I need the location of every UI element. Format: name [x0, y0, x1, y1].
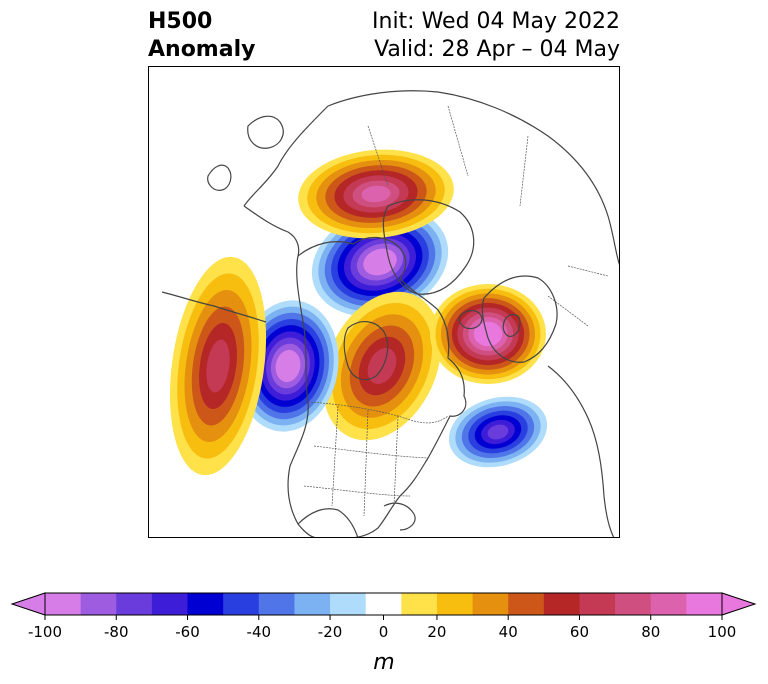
title-line-2: Anomaly	[148, 37, 256, 62]
colorbar-boxes	[10, 592, 757, 616]
colorbar-tick-label: 0	[379, 623, 389, 641]
colorbar-box	[187, 593, 224, 615]
colorbar-box	[508, 593, 545, 615]
coastline-greenland	[382, 199, 475, 295]
colorbar-box	[686, 593, 723, 615]
colorbar-box	[472, 593, 509, 615]
coastline-japan	[207, 164, 232, 191]
colorbar-box	[151, 593, 189, 615]
border-us-states-5	[303, 485, 411, 497]
map-subtitle: Init: Wed 04 May 2022 Valid: 28 Apr – 04…	[372, 8, 620, 64]
coastline-east-asia	[243, 105, 329, 207]
colorbar-box	[436, 593, 474, 615]
anomaly-contour-band	[206, 339, 230, 393]
border-us-canada	[307, 401, 449, 424]
border-europe-2	[567, 265, 609, 277]
coastline-asia	[327, 90, 620, 267]
colorbar-tick-label: 60	[570, 623, 589, 641]
border-us-states-1	[331, 405, 339, 507]
colorbar-box	[543, 593, 580, 615]
colorbar: -100 -80 -60 -40 -20 0 20 40 60 80 100 m	[10, 592, 757, 675]
anomaly-contour-band	[367, 347, 397, 385]
colorbar-box	[294, 593, 331, 615]
colorbar-tick-label: 40	[499, 623, 518, 641]
colorbar-tick-label: 20	[427, 623, 446, 641]
coastline-aleutians	[161, 291, 267, 323]
coastline-north-america-west	[287, 255, 319, 538]
colorbar-tick-label: -100	[28, 623, 62, 641]
colorbar-box	[80, 593, 117, 615]
colorbar-label: m	[373, 650, 394, 675]
anomaly-map	[148, 66, 620, 538]
colorbar-tick-label: -80	[104, 623, 129, 641]
coastline-north-america	[297, 236, 467, 538]
coastline-uk	[502, 313, 521, 337]
coastline-africa	[547, 365, 615, 538]
anomaly-contour-band	[280, 356, 296, 376]
map-frame	[148, 66, 620, 538]
colorbar-box	[45, 593, 82, 615]
border-europe-1	[547, 295, 589, 327]
colorbar-tick-label: -60	[175, 623, 200, 641]
coastline-mexico	[297, 508, 359, 538]
coastline-hudson-bay	[343, 321, 389, 381]
colorbar-box	[116, 593, 153, 615]
colorbar-tick-label: 80	[641, 623, 660, 641]
anomaly-contour-band	[487, 424, 509, 440]
coastline-iceland	[458, 309, 483, 330]
coastline-alaska	[243, 205, 300, 257]
colorbar-box	[650, 593, 687, 615]
colorbar-box	[401, 593, 438, 615]
coastline-kamchatka	[247, 115, 284, 149]
colorbar-box	[223, 593, 260, 615]
border-us-states-4	[313, 445, 429, 459]
anomaly-contour-band	[369, 253, 391, 271]
colorbar-tick-label: -40	[247, 623, 272, 641]
colorbar-tick-label: -20	[318, 623, 343, 641]
colorbar-box	[579, 593, 616, 615]
colorbar-extend-low	[10, 592, 46, 616]
colorbar-box	[615, 593, 652, 615]
coastlines	[161, 90, 620, 538]
border-us-states-3	[393, 415, 399, 507]
border-russia-2	[447, 105, 469, 177]
init-time: Init: Wed 04 May 2022	[372, 9, 620, 34]
border-russia-3	[519, 135, 529, 207]
coastline-europe	[481, 275, 558, 363]
colorbar-box	[330, 593, 367, 615]
title-line-1: H500	[148, 9, 213, 34]
colorbar-box	[365, 593, 402, 615]
borders	[303, 105, 609, 517]
colorbar-extend-high	[721, 592, 757, 616]
border-us-states-2	[363, 409, 369, 517]
valid-period: Valid: 28 Apr – 04 May	[374, 37, 620, 62]
colorbar-box	[258, 593, 295, 615]
colorbar-ticks: -100 -80 -60 -40 -20 0 20 40 60 80 100	[28, 615, 736, 641]
map-title: H500 Anomaly	[148, 8, 255, 64]
border-russia-1	[367, 125, 389, 187]
anomaly-contour-band	[361, 185, 391, 203]
anomaly-contour-band	[479, 326, 497, 342]
colorbar-tick-label: 100	[708, 623, 737, 641]
